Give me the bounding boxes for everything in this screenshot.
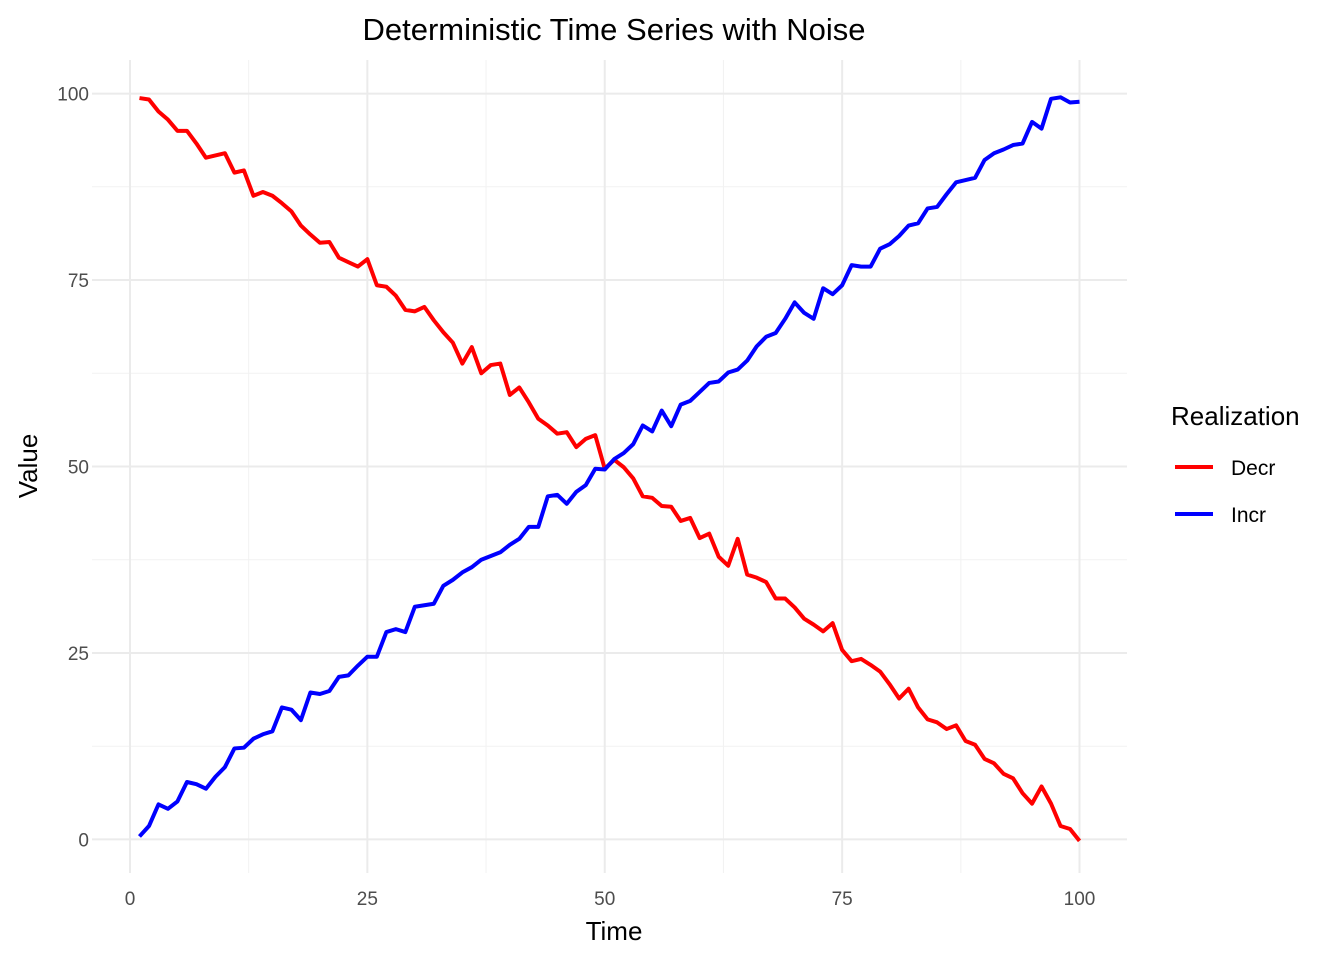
x-tick-label: 0	[125, 889, 136, 910]
x-tick-label: 50	[594, 889, 615, 910]
chart-title: Deterministic Time Series with Noise	[362, 12, 865, 47]
y-tick-label: 75	[68, 271, 89, 292]
x-tick-label: 75	[832, 889, 853, 910]
grid-major	[92, 60, 1127, 873]
x-tick-labels: 0 25 50 75 100	[125, 889, 1096, 910]
x-axis-title: Time	[586, 916, 643, 946]
legend-label-decr: Decr	[1231, 457, 1275, 480]
y-tick-label: 100	[57, 85, 89, 106]
grid-minor	[92, 60, 1127, 873]
x-tick-label: 100	[1064, 889, 1096, 910]
y-tick-label: 0	[78, 830, 89, 851]
y-tick-label: 25	[68, 644, 89, 665]
legend-label-incr: Incr	[1231, 504, 1266, 527]
x-tick-label: 25	[357, 889, 378, 910]
y-axis-title: Value	[13, 434, 43, 499]
y-tick-label: 50	[68, 458, 89, 479]
legend-items: Decr Incr	[1175, 457, 1275, 527]
series-lines	[138, 95, 1082, 843]
y-tick-labels: 0 25 50 75 100	[57, 85, 89, 852]
legend: Realization Decr Incr	[1171, 401, 1300, 527]
series-line-incr	[138, 95, 1080, 838]
legend-title: Realization	[1171, 401, 1300, 431]
